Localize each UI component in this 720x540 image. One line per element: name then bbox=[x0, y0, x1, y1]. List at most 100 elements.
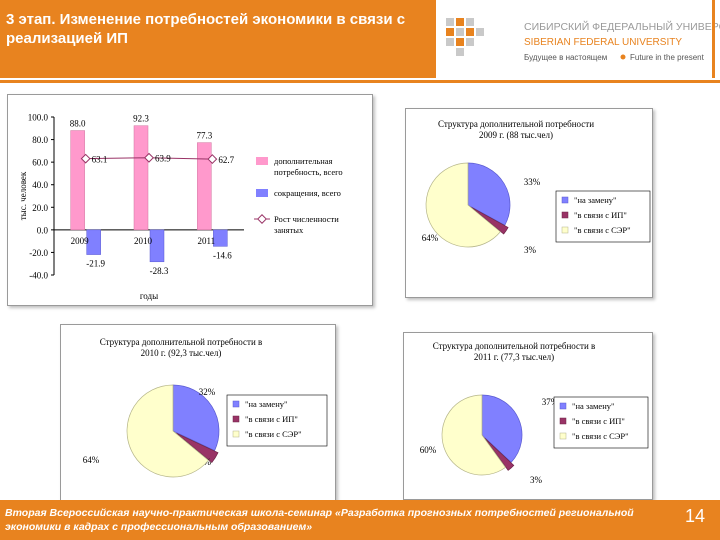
pie-legend-swatch bbox=[232, 430, 240, 438]
pie-chart-2010: Структура дополнительной потребности в20… bbox=[83, 337, 328, 478]
header-divider bbox=[0, 80, 720, 83]
bar-negative-label: -14.6 bbox=[213, 250, 232, 260]
legend-label-line: Рост численности bbox=[274, 214, 339, 224]
y-tick-label: 100.0 bbox=[28, 113, 49, 123]
x-tick-label: 2009 bbox=[71, 236, 90, 246]
pie-chart-2009-frame: Структура дополнительной потребности 2009… bbox=[405, 108, 653, 298]
slide-title: 3 этап. Изменение потребностей экономики… bbox=[6, 11, 406, 47]
logo-graphic: СИБИРСКИЙ ФЕДЕРАЛЬНЫЙ УНИВЕРСИТЕТ SIBERI… bbox=[446, 18, 720, 62]
pie-title: Структура дополнительной потребности в bbox=[100, 337, 263, 347]
pie-slice bbox=[441, 394, 507, 476]
bar-positive bbox=[133, 125, 149, 231]
y-tick-label: 20.0 bbox=[32, 203, 48, 213]
bar-negative bbox=[213, 229, 228, 247]
pie-legend-swatch bbox=[561, 196, 569, 204]
pie-legend-label: "в связи с ИП" bbox=[245, 414, 298, 424]
line-point bbox=[207, 154, 218, 165]
logo-right-rule bbox=[712, 0, 715, 78]
x-axis-label: годы bbox=[140, 291, 158, 301]
pie-legend-box bbox=[553, 396, 649, 449]
bar-positive bbox=[197, 142, 212, 231]
y-axis-label: тыс. человек bbox=[18, 171, 28, 220]
logo-slogan-dot bbox=[620, 54, 626, 60]
sfu-cubes-logo-icon bbox=[446, 18, 484, 56]
footer-text: Вторая Всероссийская научно-практическая… bbox=[5, 507, 634, 533]
pie-legend-label: "в связи с СЭР" bbox=[572, 431, 629, 441]
pie-legend-swatch bbox=[559, 432, 567, 440]
pie-slice-label: 64% bbox=[83, 455, 100, 465]
pie-slice bbox=[425, 162, 501, 248]
x-tick-label: 2011 bbox=[197, 236, 215, 246]
y-tick-label: 80.0 bbox=[32, 135, 48, 145]
pie-slice-label: 60% bbox=[420, 445, 437, 455]
pie-slice bbox=[471, 206, 509, 235]
pie-legend-label: "в связи с СЭР" bbox=[245, 429, 302, 439]
pie-slice bbox=[126, 384, 209, 478]
pie-slice-label: 37% bbox=[542, 397, 559, 407]
y-tick-label: 0.0 bbox=[37, 225, 49, 235]
x-tick-label: 2010 bbox=[134, 236, 153, 246]
pie-chart-2009: Структура дополнительной потребности2009… bbox=[422, 119, 651, 255]
bar-chart: 100.0 80.0 60.0 40.0 20.0 0.0 -20.0 -40.0 тыс. ч… bbox=[18, 113, 343, 302]
bar-negative-label: -21.9 bbox=[86, 259, 105, 269]
pie-legend-label: "на замену" bbox=[245, 399, 287, 409]
legend-swatch-negative bbox=[256, 189, 268, 197]
y-tick-label: 60.0 bbox=[32, 158, 48, 168]
pie-slice bbox=[481, 394, 523, 463]
logo-slogan-en: Future in the present bbox=[630, 53, 705, 62]
logo-name-en: SIBERIAN FEDERAL UNIVERSITY bbox=[524, 37, 682, 48]
pie-legend-label: "на замену" bbox=[572, 401, 614, 411]
legend-label-line: занятых bbox=[274, 225, 304, 235]
pie-chart-2011: Структура дополнительной потребности в20… bbox=[420, 341, 649, 485]
footer-bar bbox=[0, 500, 720, 540]
pie-legend-box bbox=[226, 394, 328, 447]
logo-slogan-ru: Будущее в настоящем bbox=[524, 53, 607, 62]
pie-slice-label: 3% bbox=[530, 475, 543, 485]
y-tick-label: -20.0 bbox=[29, 248, 48, 258]
logo-name-ru: СИБИРСКИЙ ФЕДЕРАЛЬНЫЙ УНИВЕРСИТЕТ bbox=[524, 20, 720, 33]
bar-positive-label: 92.3 bbox=[133, 114, 149, 124]
pie-slice bbox=[467, 162, 511, 226]
pie-legend-swatch bbox=[561, 226, 569, 234]
pie-legend-label: "в связи с ИП" bbox=[574, 210, 627, 220]
page-number: 14 bbox=[684, 506, 706, 526]
legend-swatch-positive bbox=[256, 157, 268, 165]
pie-legend-box bbox=[555, 190, 651, 243]
pie-slice bbox=[484, 437, 515, 471]
line-point-label: 63.1 bbox=[92, 155, 108, 165]
bar-positive-label: 88.0 bbox=[70, 119, 86, 129]
bar-negative bbox=[149, 229, 165, 263]
pie-slice-label: 32% bbox=[199, 387, 216, 397]
legend-line-marker bbox=[257, 214, 267, 224]
pie-slice bbox=[172, 384, 220, 452]
line-point-label: 63.9 bbox=[155, 154, 171, 164]
pie-title: Структура дополнительной потребности bbox=[438, 119, 594, 129]
legend-label-positive: потребность, всего bbox=[274, 167, 343, 177]
pie-chart-2010-frame: Структура дополнительной потребности в 20… bbox=[60, 324, 336, 506]
university-logo: СИБИРСКИЙ ФЕДЕРАЛЬНЫЙ УНИВЕРСИТЕТ SIBERI… bbox=[436, 0, 720, 78]
line-point-label: 62.7 bbox=[218, 155, 234, 165]
pie-legend-swatch bbox=[232, 400, 240, 408]
pie-legend-swatch bbox=[559, 402, 567, 410]
pie-legend-swatch bbox=[559, 417, 567, 425]
bar-positive bbox=[70, 130, 85, 231]
bar-negative-label: -28.3 bbox=[150, 266, 169, 276]
pie-title: 2009 г. (88 тыс.чел) bbox=[479, 130, 553, 140]
pie-slice-label: 3% bbox=[524, 245, 537, 255]
pie-legend-swatch bbox=[232, 415, 240, 423]
pie-title: 2010 г. (92,3 тыс.чел) bbox=[141, 348, 222, 358]
y-tick-label: 40.0 bbox=[32, 180, 48, 190]
pie-slice bbox=[176, 432, 219, 463]
pie-legend-label: "на замену" bbox=[574, 195, 616, 205]
bar-chart-frame: 100.0 80.0 60.0 40.0 20.0 0.0 -20.0 -40.0 тыс. ч… bbox=[7, 94, 373, 306]
pie-title: 2011 г. (77,3 тыс.чел) bbox=[474, 352, 554, 362]
header-bar bbox=[0, 0, 436, 78]
pie-legend-label: "в связи с ИП" bbox=[572, 416, 625, 426]
pie-title: Структура дополнительной потребности в bbox=[433, 341, 596, 351]
pie-legend-label: "в связи с СЭР" bbox=[574, 225, 631, 235]
legend-label-positive: дополнительная bbox=[274, 156, 333, 166]
pie-slice-label: 33% bbox=[524, 177, 541, 187]
legend-label-negative: сокращения, всего bbox=[274, 188, 341, 198]
bar-positive-label: 77.3 bbox=[196, 131, 212, 141]
line-point bbox=[80, 153, 91, 164]
